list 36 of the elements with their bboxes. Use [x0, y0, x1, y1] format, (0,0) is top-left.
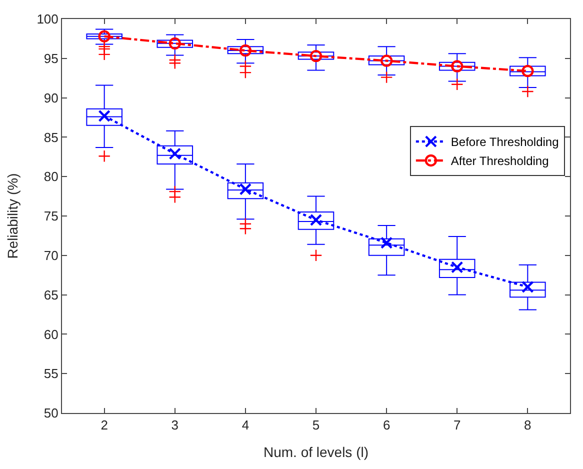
y-axis-title: Reliability (%) [4, 173, 20, 259]
point [98, 30, 110, 42]
legend-label: After Thresholding [450, 154, 549, 168]
point [168, 37, 181, 50]
y-tick-label: 90 [44, 90, 58, 106]
point [98, 110, 110, 122]
legend-label: Before Thresholding [450, 135, 559, 150]
x-tick-label: 8 [524, 418, 532, 433]
y-tick-label: 55 [44, 366, 58, 382]
y-tick-label: 75 [44, 208, 58, 224]
y-tick-label: 50 [44, 406, 58, 421]
x-axis-title: Num. of levels (l) [263, 444, 369, 460]
y-tick-label: 65 [44, 287, 58, 302]
y-tick-label: 80 [44, 169, 58, 184]
point [168, 148, 181, 160]
point [310, 214, 322, 226]
x-tick-label: 7 [453, 418, 461, 433]
x-tick-label: 3 [171, 418, 179, 433]
point [522, 280, 534, 294]
x-tick-label: 6 [382, 418, 390, 433]
y-tick-label: 60 [44, 326, 58, 342]
y-tick-label: 85 [44, 130, 58, 145]
point [310, 50, 322, 62]
point [239, 44, 252, 57]
point [451, 261, 464, 274]
y-tick-label: 70 [44, 248, 58, 263]
x-tick-label: 5 [312, 418, 320, 433]
y-tick-label: 100 [36, 12, 58, 27]
point [451, 60, 464, 72]
point [522, 64, 534, 78]
x-tick-label: 4 [242, 418, 250, 433]
x-tick-label: 2 [100, 418, 108, 433]
point [239, 183, 252, 196]
y-tick-label: 95 [44, 50, 58, 66]
point [380, 236, 393, 249]
point [380, 54, 393, 67]
